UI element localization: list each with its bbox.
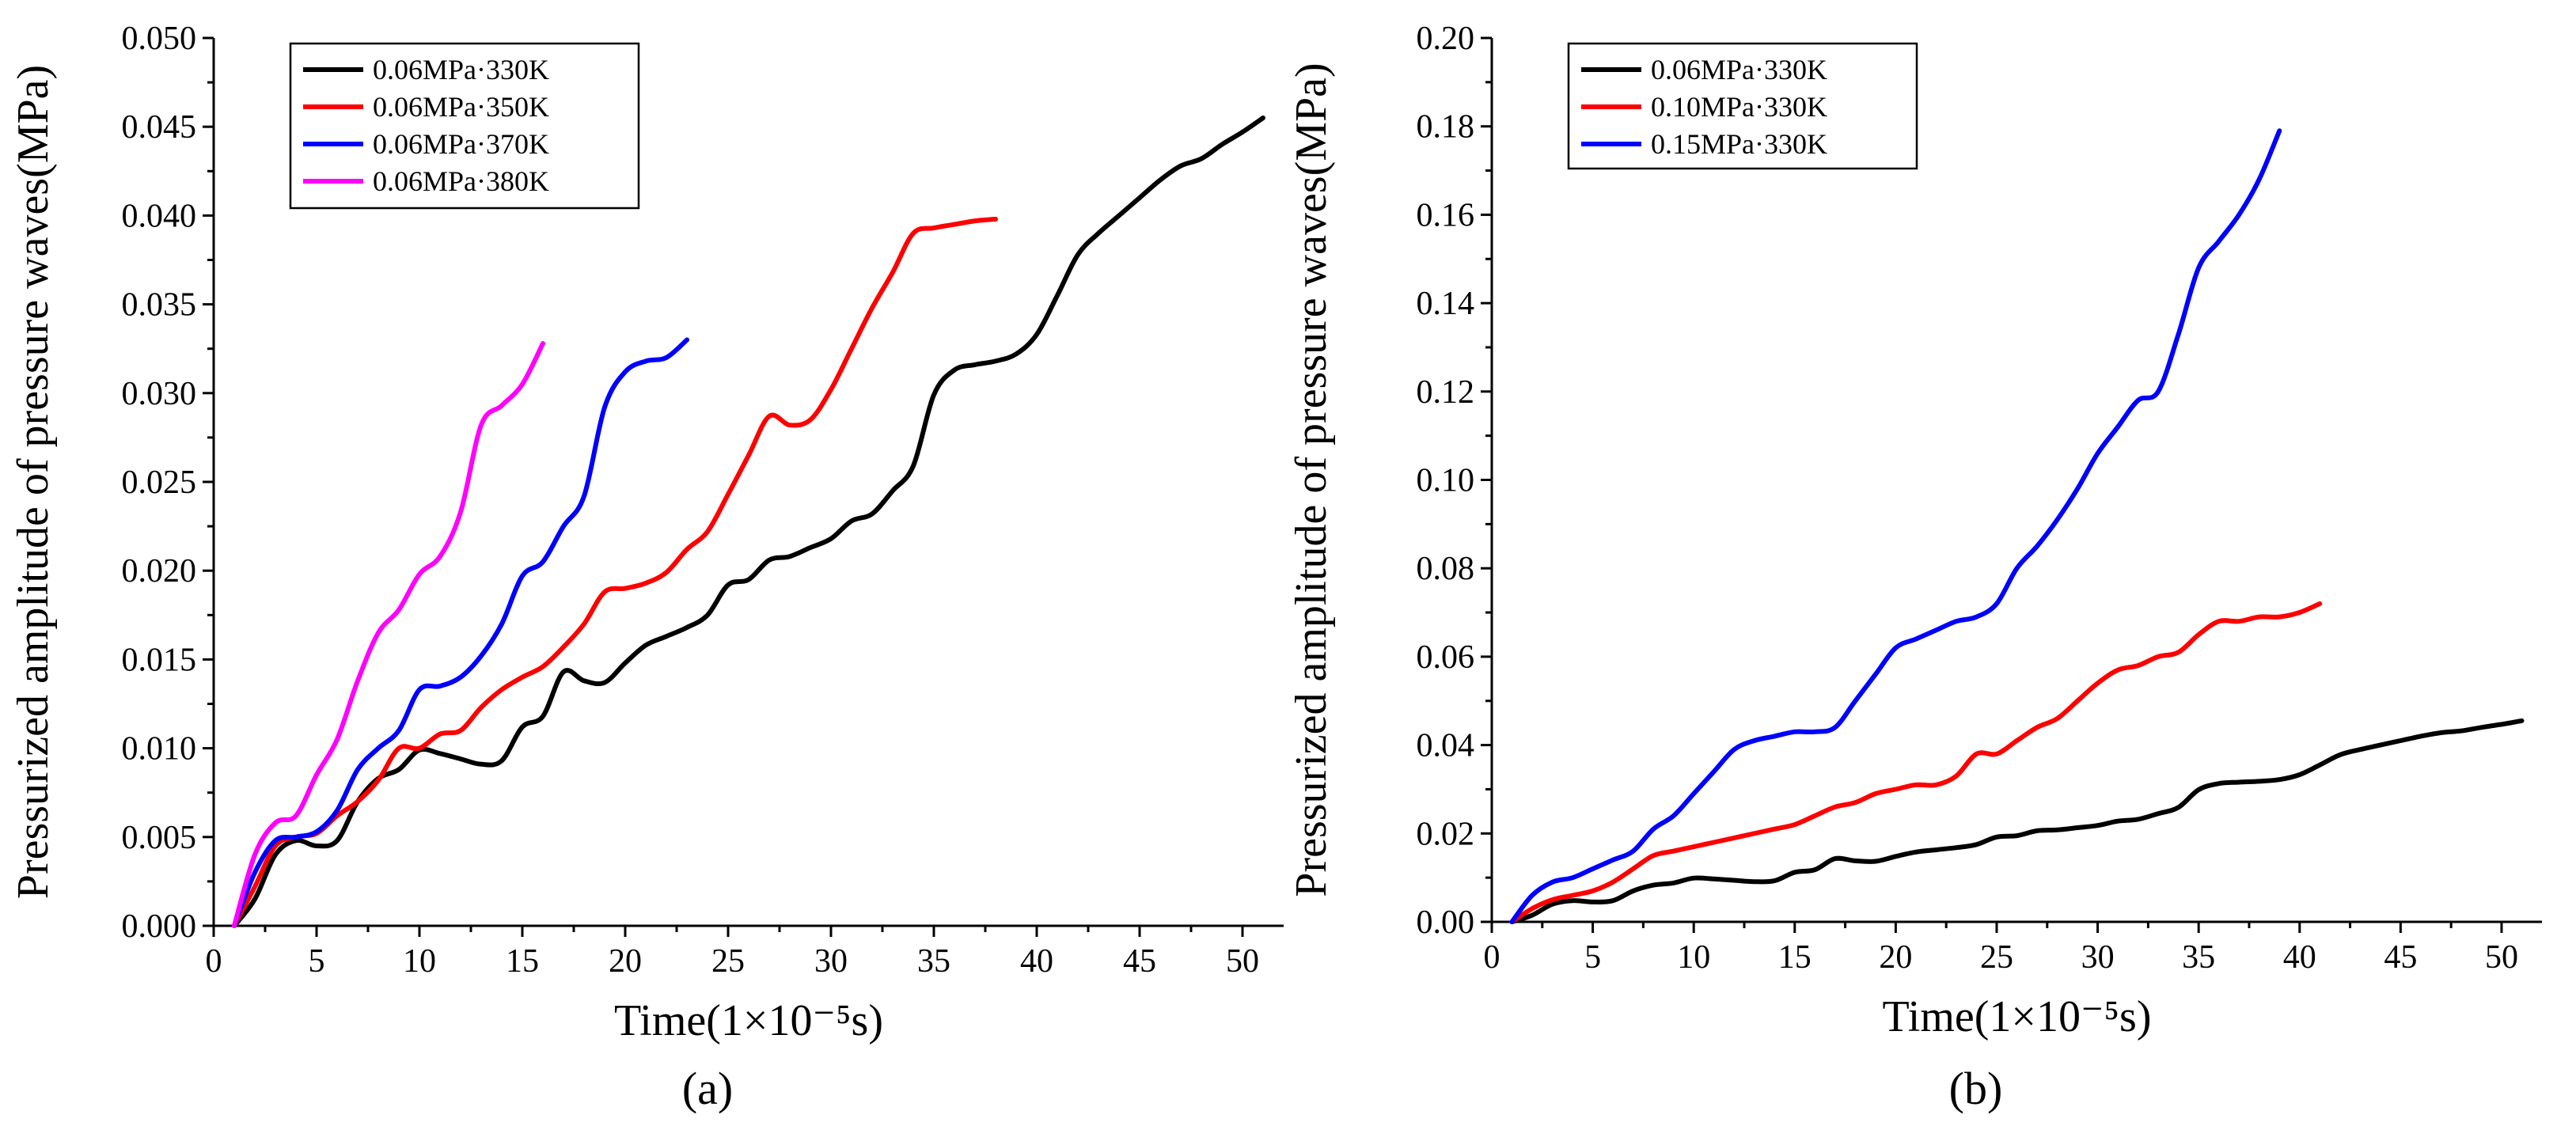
- y-tick-label: 0.08: [1417, 551, 1475, 587]
- x-tick-label: 0: [1484, 939, 1500, 976]
- y-tick-label: 0.040: [122, 198, 197, 234]
- y-tick-label: 0.025: [122, 464, 197, 501]
- x-tick-label: 40: [2283, 939, 2316, 976]
- x-tick-label: 10: [403, 943, 436, 980]
- x-tick-label: 15: [1778, 939, 1812, 976]
- legend-entry-label: 0.15MPa·330K: [1651, 128, 1827, 160]
- y-tick-label: 0.015: [122, 642, 197, 678]
- legend-entry-label: 0.06MPa·370K: [373, 128, 549, 160]
- x-tick-label: 25: [1980, 939, 2013, 976]
- y-tick-label: 0.18: [1417, 109, 1475, 146]
- legend-entry-label: 0.10MPa·330K: [1651, 91, 1827, 123]
- x-tick-label: 45: [2384, 939, 2417, 976]
- x-tick-label: 50: [1226, 943, 1259, 980]
- x-tick-label: 10: [1677, 939, 1710, 976]
- y-tick-label: 0.00: [1417, 904, 1475, 941]
- series-line-2: [1509, 601, 2323, 924]
- x-tick-label: 25: [711, 943, 745, 980]
- x-tick-label: 5: [1584, 939, 1601, 976]
- y-tick-label: 0.12: [1417, 374, 1475, 411]
- series-line-3: [1509, 128, 2282, 924]
- panel-label: (a): [682, 1063, 733, 1114]
- x-tick-label: 50: [2485, 939, 2518, 976]
- x-tick-label: 40: [1020, 943, 1053, 980]
- series-line-4: [232, 341, 545, 928]
- series-line-2: [232, 216, 998, 928]
- y-tick-label: 0.000: [122, 908, 197, 945]
- x-tick-label: 0: [206, 943, 222, 980]
- y-tick-label: 0.020: [122, 553, 197, 590]
- y-tick-label: 0.14: [1417, 286, 1475, 322]
- y-tick-label: 0.005: [122, 820, 197, 856]
- y-tick-label: 0.030: [122, 376, 197, 412]
- y-tick-label: 0.010: [122, 731, 197, 768]
- x-tick-label: 20: [609, 943, 642, 980]
- panel-a-chart: 0.000 0.005 0.010 0.015 0.020 0.025 0.030 0.035…: [9, 21, 1284, 1114]
- x-axis-title: Time(1×10⁻⁵s): [614, 996, 883, 1045]
- y-axis-title: Pressurized amplitude of pressure waves(…: [9, 65, 58, 899]
- y-tick-label: 0.10: [1417, 463, 1475, 499]
- legend-entry-label: 0.06MPa·350K: [373, 91, 549, 123]
- y-tick-label: 0.16: [1417, 197, 1475, 233]
- x-tick-label: 15: [506, 943, 539, 980]
- panel-b-chart: 0.00 0.02 0.04 0.06 0.08 0.10 0.12 0.14 0.16 0.18…: [1287, 21, 2542, 1114]
- y-tick-label: 0.02: [1417, 816, 1475, 852]
- x-axis-title: Time(1×10⁻⁵s): [1883, 992, 2152, 1041]
- panel-label: (b): [1949, 1063, 2003, 1114]
- legend-entry-label: 0.06MPa·380K: [373, 165, 549, 197]
- y-tick-label: 0.06: [1417, 639, 1475, 676]
- x-tick-label: 30: [2081, 939, 2115, 976]
- x-tick-label: 30: [814, 943, 848, 980]
- y-tick-label: 0.035: [122, 287, 197, 324]
- x-tick-label: 45: [1123, 943, 1156, 980]
- legend-entry-label: 0.06MPa·330K: [373, 54, 549, 85]
- y-axis-title: Pressurized amplitude of pressure waves(…: [1287, 63, 1336, 897]
- series-line-1: [1509, 718, 2525, 924]
- x-tick-label: 35: [2182, 939, 2215, 976]
- y-tick-label: 0.050: [122, 21, 197, 57]
- y-tick-label: 0.20: [1417, 21, 1475, 57]
- series-line-3: [232, 337, 689, 928]
- x-tick-label: 20: [1879, 939, 1912, 976]
- legend-box: [1567, 42, 1918, 170]
- y-tick-label: 0.04: [1417, 728, 1475, 764]
- x-tick-label: 35: [917, 943, 950, 980]
- legend-entry-label: 0.06MPa·330K: [1651, 54, 1827, 85]
- series-line-1: [232, 116, 1265, 928]
- y-tick-label: 0.045: [122, 109, 197, 146]
- x-tick-label: 5: [309, 943, 325, 980]
